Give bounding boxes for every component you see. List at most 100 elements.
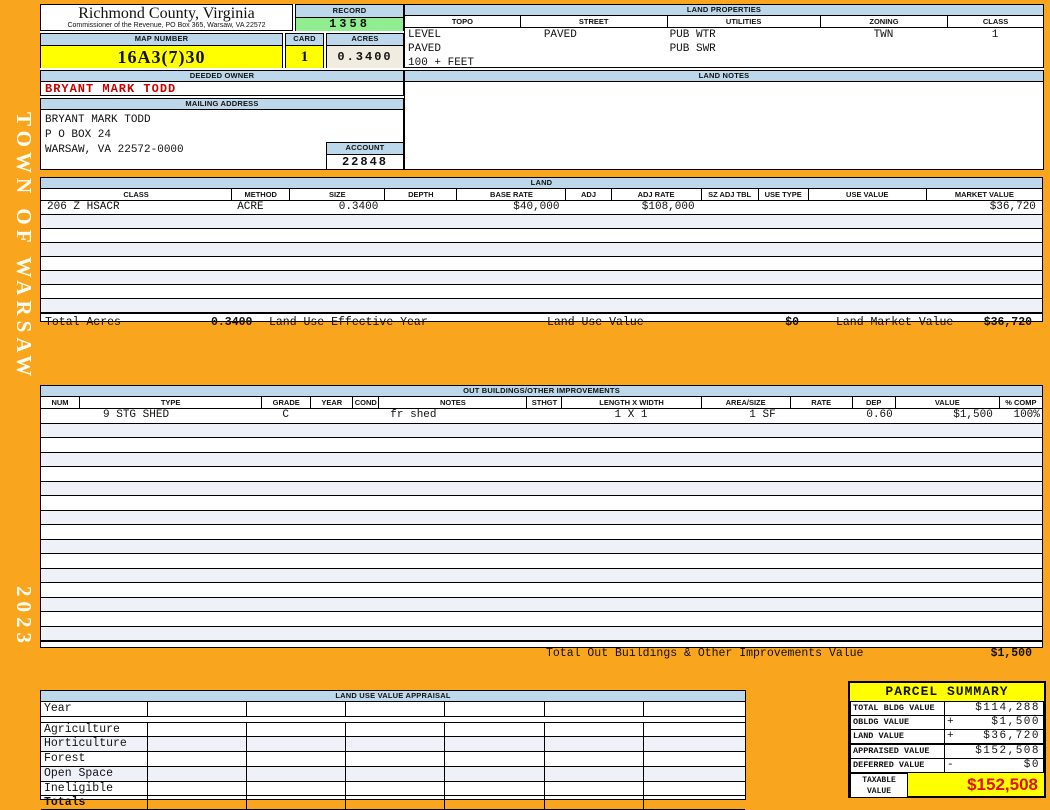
lu-row-label: Ineligible xyxy=(44,781,114,795)
ob-empty-row xyxy=(41,525,1042,540)
ob-total-value: $1,500 xyxy=(990,647,1032,660)
land-cell xyxy=(565,201,610,214)
land-prop-utility-values: PUB WTR PUB SWR xyxy=(667,28,820,70)
county-title-box: Richmond County, Virginia Commissioner o… xyxy=(40,4,293,31)
land-cell: 0.3400 xyxy=(338,201,379,213)
zoning-value: TWN xyxy=(873,29,894,41)
parcel-summary-title: PARCEL SUMMARY xyxy=(885,684,1009,699)
land-notes-title: LAND NOTES xyxy=(405,71,1043,82)
lu-row-year: Year xyxy=(41,702,745,717)
ob-col-header: TYPE xyxy=(79,397,261,408)
ob-total-row: Total Out Buildings & Other Improvements… xyxy=(41,641,1042,666)
land-cell: $108,000 xyxy=(641,201,695,213)
sidebar-town-label: TOWN OF WARSAW xyxy=(12,112,36,382)
ps-op xyxy=(945,745,959,758)
land-total-row: Total Acres 0.3400 Land Use Effective Ye… xyxy=(41,313,1042,332)
account-label: ACCOUNT xyxy=(327,143,403,155)
land-prop-col-header: ZONING xyxy=(819,16,948,27)
land-prop-col-header: TOPO xyxy=(451,17,473,26)
sidebar-year-label: 2023 xyxy=(12,586,36,648)
ps-op: + xyxy=(947,716,954,728)
taxable-label-line: TAXABLE xyxy=(862,776,896,785)
land-empty-row xyxy=(41,229,1042,243)
land-prop-col-header: CLASS xyxy=(947,16,1043,27)
ob-cell: 1 SF xyxy=(749,409,776,421)
ps-taxable-row: TAXABLE VALUE $152,508 xyxy=(850,773,1044,798)
land-col-header: ADJ xyxy=(565,189,610,200)
land-col-header: CLASS xyxy=(123,190,149,199)
record-box: RECORD 1358 xyxy=(295,4,404,31)
ps-value: $152,508 xyxy=(975,745,1040,757)
utility-value: PUB SWR xyxy=(669,43,716,55)
ob-col-header: GRADE xyxy=(261,397,310,408)
deeded-owner-box: DEEDED OWNER BRYANT MARK TODD xyxy=(40,70,404,96)
ps-row-label: TOTAL BLDG VALUE xyxy=(850,702,945,716)
land-prop-zoning-values: TWN xyxy=(820,28,948,70)
ob-empty-row xyxy=(41,496,1042,511)
ob-total-label: Total Out Buildings & Other Improvements… xyxy=(546,647,864,660)
ps-row-label: OBLDG VALUE xyxy=(850,716,945,730)
land-prop-col-header: UTILITIES xyxy=(666,16,820,27)
ob-col-header: VALUE xyxy=(894,397,999,408)
ob-cell: $1,500 xyxy=(953,409,993,421)
land-cell xyxy=(758,201,808,214)
land-notes-box: LAND NOTES xyxy=(404,70,1044,170)
account-value: 22848 xyxy=(341,155,388,169)
land-col-header: METHOD xyxy=(231,189,289,200)
ob-empty-row xyxy=(41,539,1042,554)
land-use-effective-year-label: Land Use Effective Year xyxy=(269,316,428,329)
lu-row-label: Open Space xyxy=(44,766,114,780)
ob-col-header: NUM xyxy=(51,398,69,407)
land-col-header: BASE RATE xyxy=(456,189,565,200)
land-properties-box: LAND PROPERTIES TOPO STREET UTILITIES ZO… xyxy=(404,4,1044,70)
ob-data-row: 9 STG SHED C fr shed 1 X 1 1 SF 0.60 $1,… xyxy=(41,409,1042,424)
ob-empty-row xyxy=(41,467,1042,482)
land-cell: $40,000 xyxy=(513,201,560,213)
ob-empty-row xyxy=(41,626,1042,641)
ps-value: $0 xyxy=(1023,759,1040,771)
total-acres-value: 0.3400 xyxy=(211,316,253,329)
out-buildings-title: OUT BUILDINGS/OTHER IMPROVEMENTS xyxy=(41,386,1042,397)
land-properties-title: LAND PROPERTIES xyxy=(405,5,1043,16)
ob-cell: 1 X 1 xyxy=(614,409,648,421)
land-cell: $36,720 xyxy=(989,201,1036,213)
mailing-address-label: MAILING ADDRESS xyxy=(41,99,403,110)
taxable-label-line: VALUE xyxy=(866,787,891,796)
ob-col-header: YEAR xyxy=(310,397,352,408)
ob-cell xyxy=(790,409,852,423)
topo-value: LEVEL xyxy=(408,29,442,41)
ob-cell xyxy=(310,409,352,423)
land-col-header: SIZE xyxy=(289,189,384,200)
ob-empty-row xyxy=(41,452,1042,467)
ps-row-label: DEFERRED VALUE xyxy=(850,759,945,773)
ob-cell: 0.60 xyxy=(866,409,893,421)
county-title: Richmond County, Virginia xyxy=(78,5,255,22)
ob-empty-row xyxy=(41,510,1042,525)
ob-empty-row xyxy=(41,481,1042,496)
land-title: LAND xyxy=(41,178,1042,189)
ps-op: - xyxy=(947,759,954,771)
land-prop-street-values: PAVED xyxy=(520,28,667,70)
map-number-label: MAP NUMBER xyxy=(41,34,282,46)
ob-col-header: NOTES xyxy=(378,397,526,408)
land-col-header: SZ ADJ TBL xyxy=(700,189,758,200)
out-buildings-table: OUT BUILDINGS/OTHER IMPROVEMENTS NUM TYP… xyxy=(40,385,1043,660)
land-cell: ACRE xyxy=(237,201,264,213)
land-empty-row xyxy=(41,243,1042,257)
ob-empty-row xyxy=(41,583,1042,598)
ps-row: OBLDG VALUE + $1,500 xyxy=(850,716,1044,730)
land-col-header: USE VALUE xyxy=(807,189,926,200)
land-empty-row xyxy=(41,285,1042,299)
land-table: LAND CLASS METHOD SIZE DEPTH BASE RATE A… xyxy=(40,177,1043,329)
land-col-header: MARKET VALUE xyxy=(925,189,1042,200)
owner-header-cluster: Richmond County, Virginia Commissioner o… xyxy=(40,4,404,170)
ps-row: DEFERRED VALUE - $0 xyxy=(850,759,1044,773)
ob-cell xyxy=(352,409,378,423)
lu-row-open-space: Open Space xyxy=(41,766,745,782)
ps-row: APPRAISED VALUE $152,508 xyxy=(850,744,1044,759)
land-col-header: ADJ RATE xyxy=(610,189,701,200)
deeded-owner-label: DEEDED OWNER xyxy=(41,71,403,82)
ps-taxable-label: TAXABLE VALUE xyxy=(850,773,908,798)
land-empty-row xyxy=(41,215,1042,229)
ob-empty-row xyxy=(41,597,1042,612)
